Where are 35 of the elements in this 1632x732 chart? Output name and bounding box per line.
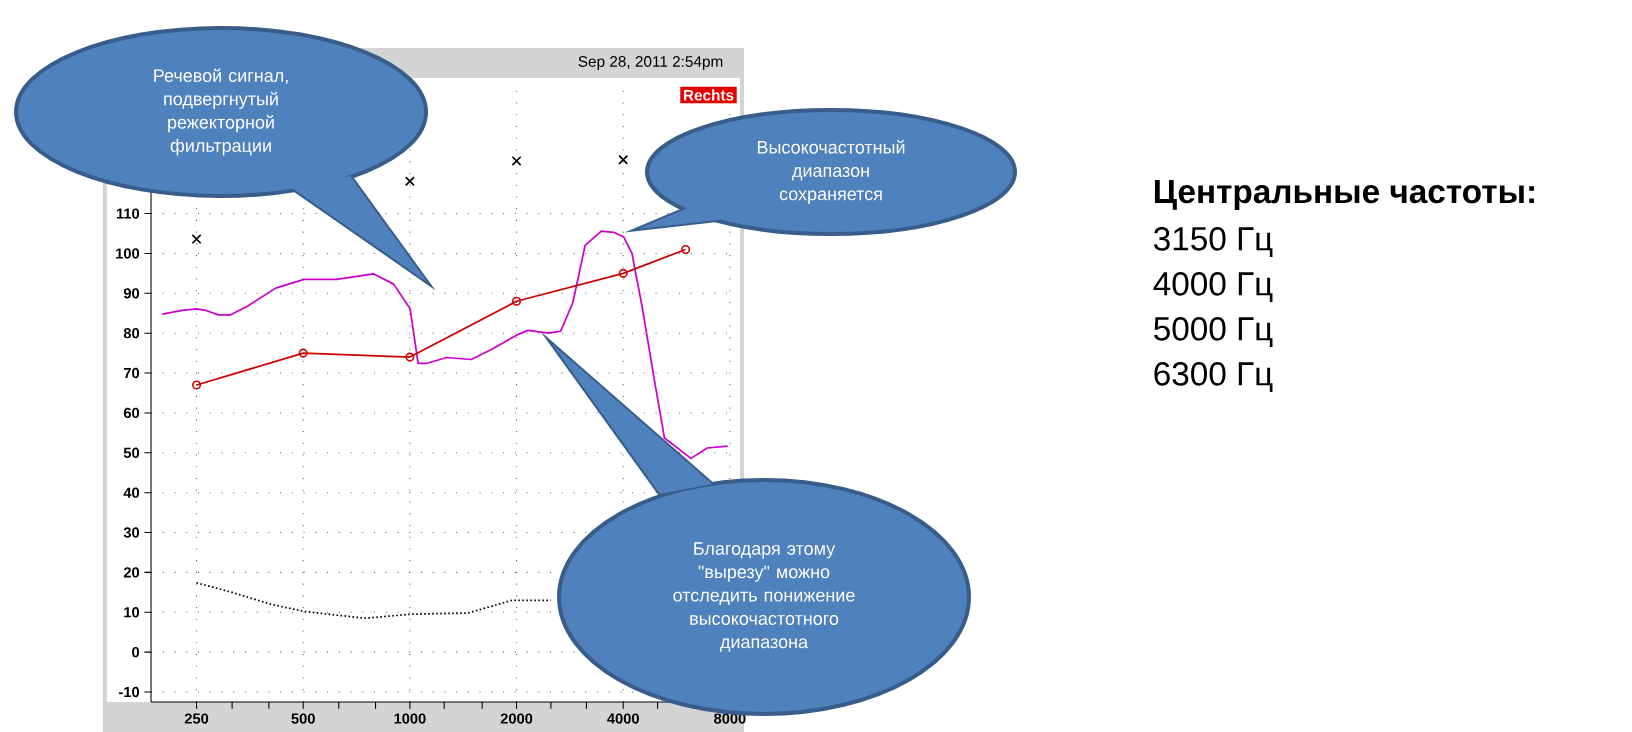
y-tick-label: 30 (123, 527, 140, 538)
x-tick-label: 2000 (500, 713, 533, 724)
text: 4000 Гц (1153, 272, 1273, 302)
annotation: Благодаря этому "вырезу" можно отследить понижение высокочастотного диапазона (673, 542, 855, 652)
y-tick-label: 70 (123, 367, 140, 379)
y-tick-label: 100 (116, 248, 140, 259)
x-tick-label: 250 (184, 713, 209, 724)
text: 3150 Гц (1153, 227, 1273, 257)
annotation: Речевой сигнал, подвергнутый режекторной фильтрации (154, 68, 288, 156)
text: 5000 Гц (1154, 317, 1273, 347)
y-tick-label: 110 (116, 208, 140, 219)
point (618, 268, 628, 278)
text: 6300 Гц (1154, 362, 1273, 392)
text: Высокочастотный диапазон сохраняется (757, 140, 905, 204)
y-tick-label: 60 (123, 407, 140, 419)
x-tick-label: 4000 (607, 713, 639, 724)
x-tick-label: 500 (291, 713, 315, 724)
point (192, 380, 202, 390)
y-tick-label: 90 (123, 288, 140, 299)
y-tick-label: 0 (132, 646, 140, 658)
y-tick-label: 50 (123, 447, 140, 458)
point (511, 296, 522, 306)
point (298, 348, 308, 358)
annotation: Rechts (683, 89, 734, 101)
point (191, 234, 202, 245)
y-tick-label: -10 (119, 686, 140, 698)
point (405, 352, 415, 362)
y-tick-label: 80 (123, 328, 140, 339)
text: Sep 28, 2011 2:54pm (578, 56, 723, 70)
y-tick-label: 10 (124, 607, 140, 618)
y-tick-label: 20 (123, 567, 140, 578)
text: Центральные частоты: (1154, 180, 1534, 210)
x-tick-label: 8000 (714, 713, 746, 724)
x-tick-label: 1000 (394, 713, 426, 724)
y-tick-label: 40 (123, 487, 140, 498)
